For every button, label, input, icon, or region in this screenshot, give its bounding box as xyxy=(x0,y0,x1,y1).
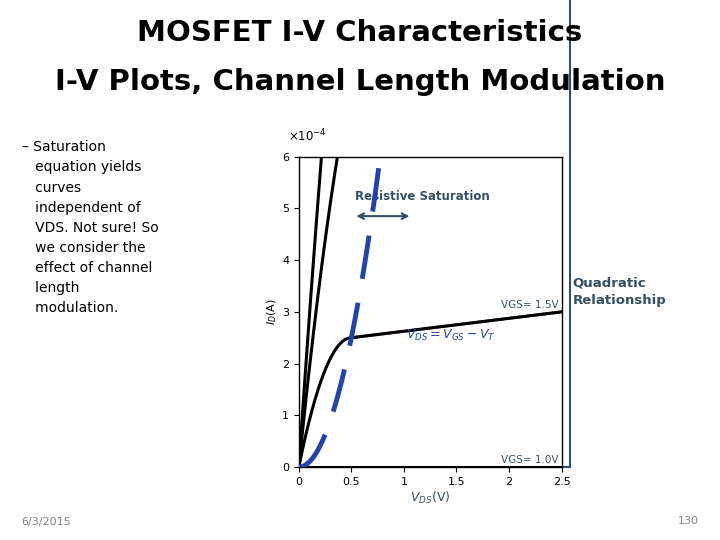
Text: I-V Plots, Channel Length Modulation: I-V Plots, Channel Length Modulation xyxy=(55,68,665,96)
Text: MOSFET I-V Characteristics: MOSFET I-V Characteristics xyxy=(138,19,582,47)
Text: $V_{DS} = V_{GS} - V_T$: $V_{DS} = V_{GS} - V_T$ xyxy=(406,328,495,343)
Text: – Saturation
   equation yields
   curves
   independent of
   VDS. Not sure! So: – Saturation equation yields curves inde… xyxy=(22,140,158,315)
Text: Quadratic
Relationship: Quadratic Relationship xyxy=(572,276,666,307)
Text: VGS= 1.5V: VGS= 1.5V xyxy=(501,300,559,310)
Text: 130: 130 xyxy=(678,516,698,526)
Text: Resistive Saturation: Resistive Saturation xyxy=(355,190,490,203)
Text: 6/3/2015: 6/3/2015 xyxy=(22,516,71,526)
Y-axis label: $I_D$(A): $I_D$(A) xyxy=(266,299,279,325)
X-axis label: $V_{DS}$(V): $V_{DS}$(V) xyxy=(410,490,451,505)
Text: VGS= 1.0V: VGS= 1.0V xyxy=(501,455,559,465)
Text: $\times\mathregular{10}^{-4}$: $\times\mathregular{10}^{-4}$ xyxy=(288,127,327,144)
